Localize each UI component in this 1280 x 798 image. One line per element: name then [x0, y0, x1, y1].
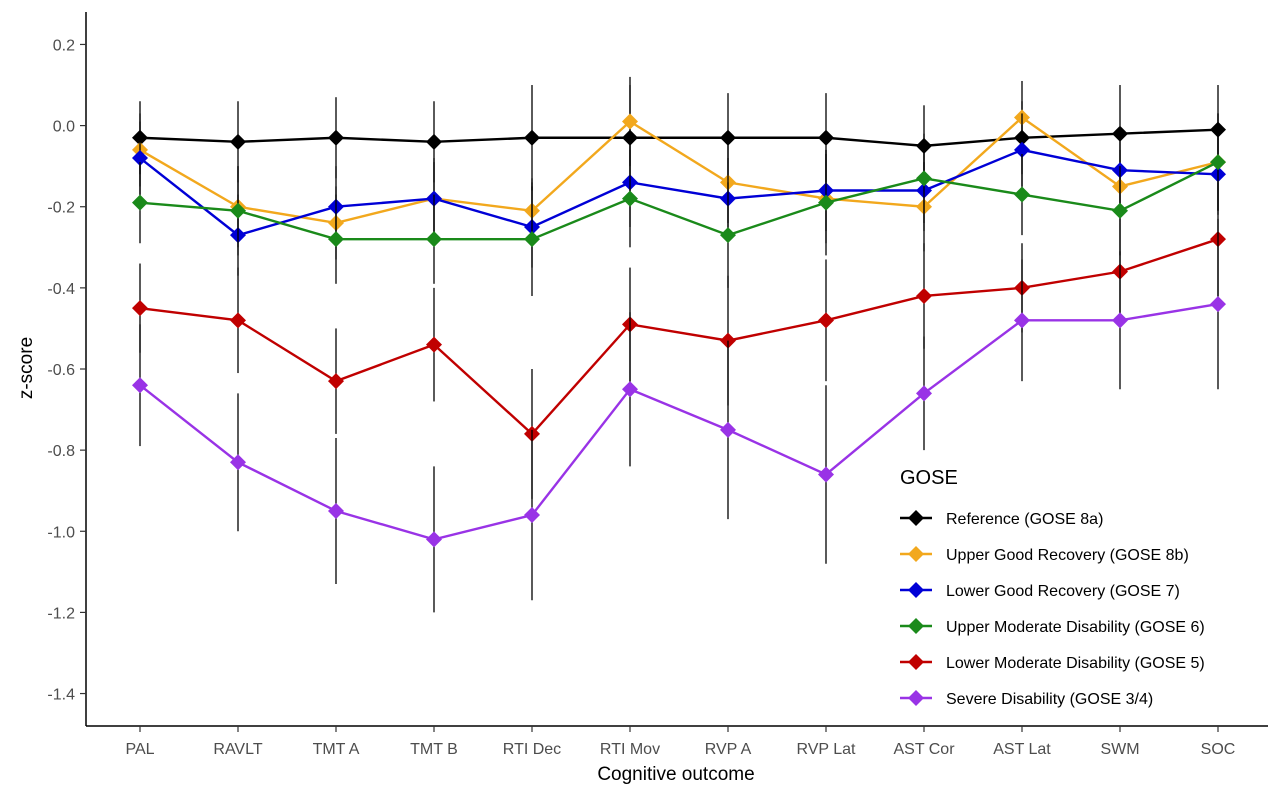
data-point [1014, 186, 1030, 203]
series-layer [132, 76, 1226, 613]
legend-key-marker [908, 546, 924, 562]
legend-item: Severe Disability (GOSE 3/4) [900, 690, 1153, 708]
x-tick-label: RTI Mov [600, 741, 660, 758]
y-tick-label: -0.6 [47, 362, 75, 379]
series-line [139, 302, 1219, 541]
data-point [1112, 202, 1128, 219]
series-4 [132, 113, 1226, 296]
data-point [230, 312, 246, 329]
y-tick-label: 0.0 [53, 119, 75, 136]
legend-key-marker [908, 654, 924, 670]
y-tick-label: -1.4 [47, 687, 75, 704]
y-tick-label: -0.4 [47, 281, 75, 298]
x-tick-label: SOC [1201, 741, 1236, 758]
data-point [622, 113, 638, 130]
x-tick-label: TMT B [410, 741, 458, 758]
legend: GOSE Reference (GOSE 8a) Upper Good Recov… [900, 467, 1205, 708]
legend-item: Upper Good Recovery (GOSE 8b) [900, 546, 1189, 564]
data-point [328, 231, 344, 248]
data-point [916, 170, 932, 187]
series-line [139, 148, 1219, 237]
legend-item: Lower Moderate Disability (GOSE 5) [900, 654, 1205, 672]
data-point [622, 190, 638, 207]
data-point [132, 300, 148, 317]
y-tick-label: -1.2 [47, 605, 75, 622]
legend-item: Reference (GOSE 8a) [900, 510, 1103, 528]
series-2 [132, 76, 1226, 260]
data-point [818, 129, 834, 146]
legend-key-marker [908, 690, 924, 706]
legend-item: Lower Good Recovery (GOSE 7) [900, 582, 1180, 600]
data-point [818, 466, 834, 483]
data-point [1014, 312, 1030, 329]
data-point [524, 129, 540, 146]
data-point [524, 231, 540, 248]
x-tick-label: RAVLT [213, 741, 262, 758]
x-tick-label: RVP Lat [796, 741, 856, 758]
data-point [328, 502, 344, 519]
y-axis-title: z-score [16, 337, 37, 399]
series-1 [132, 85, 1226, 191]
legend-label: Reference (GOSE 8a) [946, 511, 1103, 528]
data-point [1210, 154, 1226, 171]
data-point [524, 507, 540, 524]
data-point [916, 287, 932, 304]
x-axis-title: Cognitive outcome [597, 764, 754, 785]
legend-label: Lower Moderate Disability (GOSE 5) [946, 655, 1205, 672]
legend-title: GOSE [900, 467, 958, 489]
x-ticks: PAL RAVLT TMT A TMT B RTI Dec RTI Mov RVP A RVP… [125, 726, 1235, 758]
legend-items: Reference (GOSE 8a) Upper Good Recovery (… [900, 510, 1205, 708]
data-point [720, 227, 736, 244]
series-line [139, 238, 1219, 436]
data-point [720, 421, 736, 438]
data-point [426, 231, 442, 248]
data-point [1210, 296, 1226, 313]
y-ticks: 0.2 0.0 -0.2 -0.4 -0.6 -0.8 -1.0 -1.2 -1.4 [47, 37, 86, 704]
legend-label: Severe Disability (GOSE 3/4) [946, 691, 1153, 708]
x-tick-label: RVP A [705, 741, 752, 758]
x-tick-label: RTI Dec [503, 741, 561, 758]
data-point [916, 385, 932, 402]
plot-area: 0.2 0.0 -0.2 -0.4 -0.6 -0.8 -1.0 -1.2 -1.4 PAL RA… [47, 12, 1268, 758]
data-point [230, 133, 246, 150]
data-point [426, 133, 442, 150]
data-point [818, 312, 834, 329]
y-tick-label: -1.0 [47, 524, 75, 541]
data-point [1112, 312, 1128, 329]
y-tick-label: -0.8 [47, 443, 75, 460]
legend-key-marker [908, 510, 924, 526]
data-point [328, 373, 344, 390]
data-point [818, 194, 834, 211]
data-point [426, 336, 442, 353]
series-5 [132, 182, 1226, 499]
y-tick-label: -0.2 [47, 200, 75, 217]
data-point [1014, 141, 1030, 158]
legend-label: Upper Moderate Disability (GOSE 6) [946, 619, 1205, 636]
legend-key-marker [908, 582, 924, 598]
x-tick-label: TMT A [313, 741, 360, 758]
x-tick-label: PAL [125, 741, 154, 758]
x-tick-label: SWM [1100, 741, 1139, 758]
data-point [720, 129, 736, 146]
legend-key-marker [908, 618, 924, 634]
data-point [230, 454, 246, 471]
series-line [139, 128, 1219, 148]
y-tick-label: 0.2 [53, 37, 75, 54]
legend-label: Lower Good Recovery (GOSE 7) [946, 583, 1180, 600]
data-point [426, 531, 442, 548]
data-point [230, 202, 246, 219]
data-point [328, 129, 344, 146]
data-point [132, 194, 148, 211]
data-point [132, 377, 148, 394]
legend-item: Upper Moderate Disability (GOSE 6) [900, 618, 1205, 636]
series-6 [132, 218, 1226, 613]
legend-label: Upper Good Recovery (GOSE 8b) [946, 547, 1189, 564]
x-tick-label: AST Lat [993, 741, 1051, 758]
x-tick-label: AST Cor [893, 741, 955, 758]
series-line [139, 115, 1219, 225]
data-point [622, 381, 638, 398]
data-point [132, 150, 148, 167]
series-line [139, 161, 1219, 241]
